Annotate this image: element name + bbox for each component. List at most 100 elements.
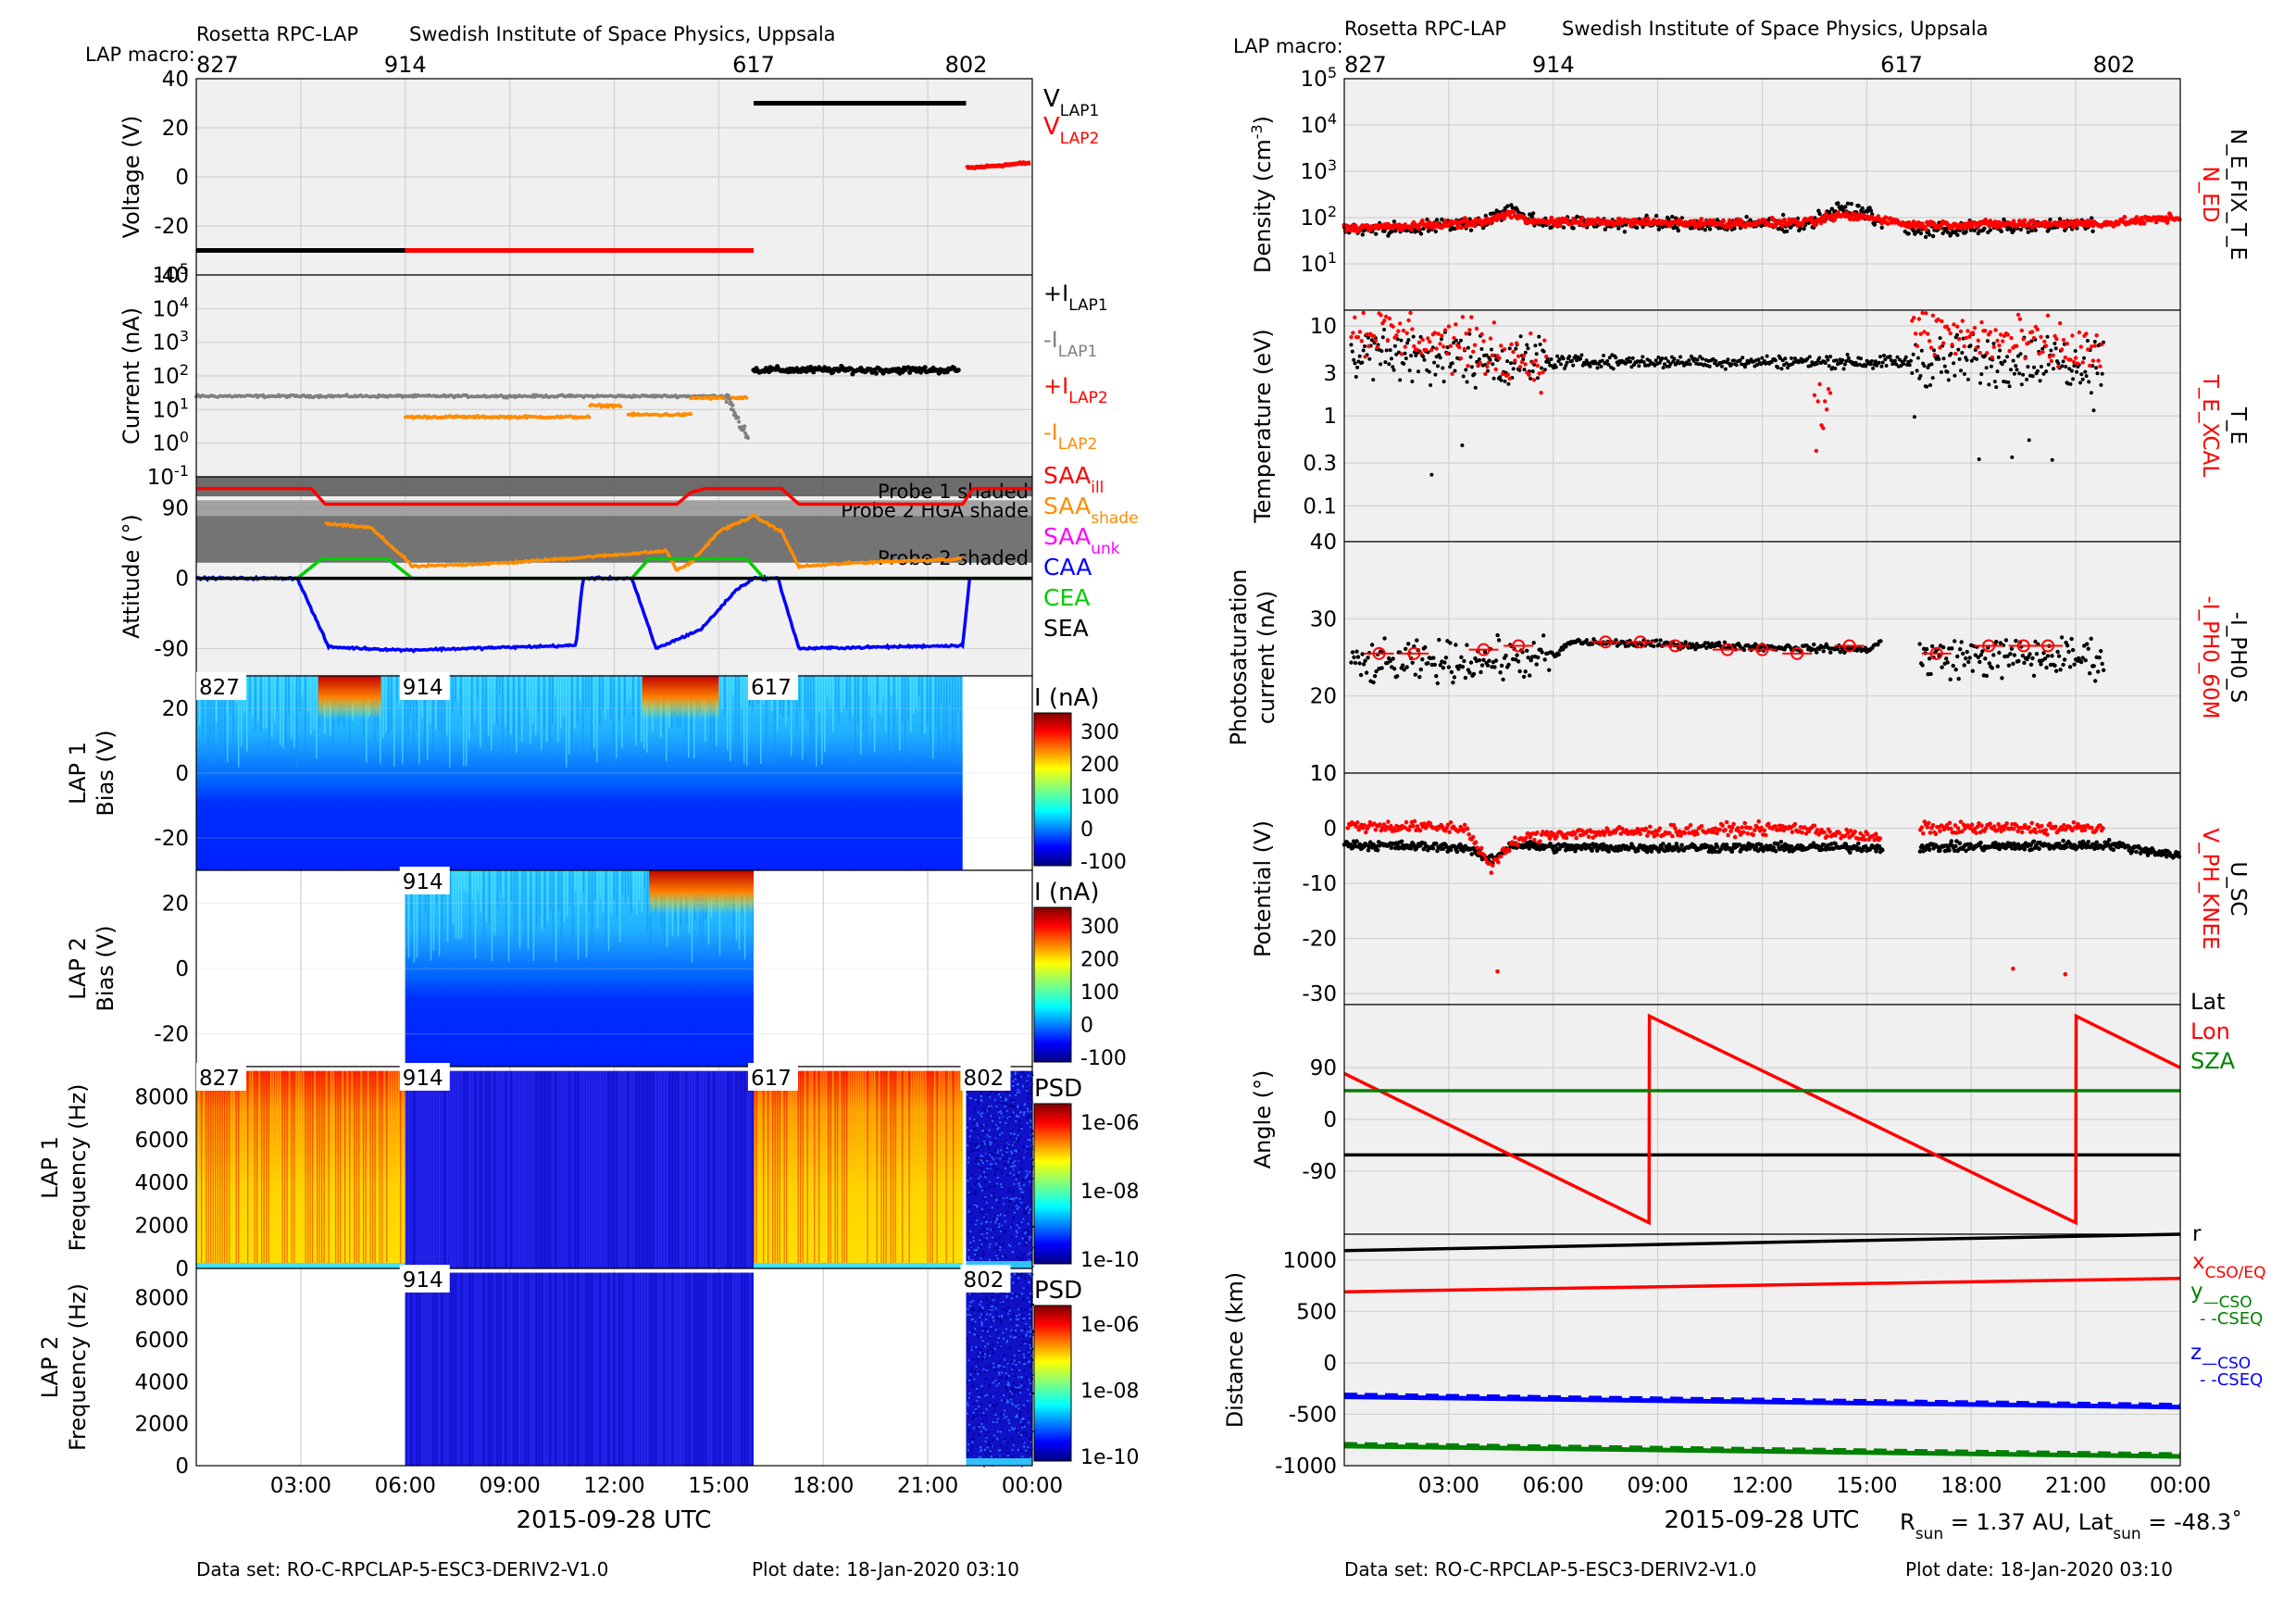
data-point [1588, 364, 1592, 369]
left-plotdate: Plot date: 18-Jan-2020 03:10 [752, 1558, 1019, 1580]
psd-noise-dot [1000, 1376, 1003, 1379]
psd-noise-dot [983, 1383, 986, 1386]
psd-noise-streak [682, 1070, 684, 1268]
psd-noise-dot [1012, 1189, 1015, 1192]
colorbar-tick: -100 [1080, 851, 1127, 874]
psd-noise-dot [1021, 1193, 1024, 1195]
psd-noise-streak [605, 1272, 606, 1466]
psd-noise-dot [1031, 1265, 1034, 1268]
psd-noise-streak [618, 1070, 620, 1268]
psd-noise-dot [995, 1218, 998, 1221]
psd-noise-dot [970, 1213, 973, 1216]
psd-noise-dot [1029, 1292, 1032, 1294]
heatmap-streak [802, 676, 804, 760]
psd-noise-dot [1025, 1243, 1028, 1246]
psd-noise-dot [975, 1444, 978, 1447]
psd-noise-dot [1026, 1173, 1029, 1176]
psd-noise-dot [995, 1243, 998, 1245]
data-point [1433, 372, 1438, 377]
psd-noise-dot [1026, 1379, 1029, 1381]
psd-streak [837, 1070, 839, 1268]
psd-noise-dot [984, 1379, 987, 1381]
data-point [1434, 218, 1440, 222]
heatmap-streak [571, 870, 574, 956]
heatmap-streak [774, 676, 776, 765]
psd-noise-dot [968, 1096, 971, 1099]
psd-noise-streak [446, 1070, 448, 1268]
psd-streak [286, 1070, 288, 1268]
psd-streak [843, 1070, 845, 1268]
psd-noise-streak [641, 1070, 643, 1268]
psd-noise-dot [980, 1124, 983, 1127]
macro-box-label: 914 [403, 676, 443, 700]
data-point [1555, 354, 1560, 358]
psd-noise-streak [580, 1272, 581, 1466]
legend-entry: -ILAP1 [1043, 327, 1097, 361]
psd-noise-dot [999, 1430, 1002, 1433]
data-point [1670, 214, 1675, 219]
psd-noise-dot [975, 1156, 978, 1159]
heatmap-streak [899, 676, 901, 751]
data-point [1529, 214, 1535, 219]
psd-noise-dot [1006, 1340, 1009, 1343]
psd-noise-dot [1011, 1223, 1014, 1226]
psd-noise-dot [980, 1324, 983, 1327]
y-tick-label: 0 [175, 957, 189, 981]
data-point [1703, 228, 1708, 232]
psd-noise-dot [970, 1396, 973, 1399]
psd-noise-dot [1025, 1229, 1028, 1231]
x-tick-label: 09:00 [479, 1474, 540, 1498]
y-tick-label: 0 [175, 568, 189, 592]
psd-noise-dot [986, 1220, 989, 1223]
colorbar-tick: 1e-06 [1080, 1112, 1139, 1135]
psd-noise-dot [975, 1408, 978, 1411]
psd-noise-streak [613, 1272, 615, 1466]
psd-noise-dot [1027, 1404, 1029, 1406]
psd-streak [853, 1070, 855, 1268]
psd-noise-dot [1013, 1330, 1016, 1333]
psd-noise-dot [1002, 1331, 1004, 1334]
data-point [1868, 208, 1874, 213]
psd-noise-dot [1005, 1255, 1008, 1258]
psd-hot-region [754, 1070, 963, 1268]
data-point [2022, 218, 2028, 223]
psd-noise-streak [407, 1272, 409, 1466]
psd-noise-dot [971, 1318, 974, 1320]
psd-streak [869, 1070, 871, 1268]
psd-streak [270, 1070, 272, 1268]
psd-noise-dot [1013, 1336, 1016, 1339]
heatmap-streak [574, 870, 577, 891]
y-tick-label: 102 [153, 361, 189, 390]
psd-noise-dot [997, 1364, 1000, 1367]
psd-streak [955, 1070, 956, 1268]
psd-noise-dot [989, 1306, 992, 1309]
psd-streak [862, 1070, 864, 1268]
psd-noise-dot [1029, 1393, 1031, 1396]
data-point [1390, 230, 1394, 234]
psd-noise-dot [1020, 1111, 1023, 1114]
psd-noise-dot [986, 1430, 989, 1433]
data-point [1732, 358, 1736, 363]
psd-streak [818, 1070, 820, 1268]
data-point [1575, 214, 1579, 219]
shade-label: Probe 1 shaded [878, 481, 1029, 503]
psd-noise-region [966, 1070, 1032, 1268]
heatmap-streak [435, 676, 437, 730]
psd-noise-dot [1015, 1235, 1017, 1238]
psd-noise-dot [1012, 1106, 1015, 1109]
heatmap-streak [405, 870, 407, 939]
psd-noise-streak [738, 1070, 740, 1268]
psd-noise-dot [980, 1246, 982, 1249]
heatmap-streak [635, 676, 637, 746]
psd-noise-streak [707, 1070, 709, 1268]
psd-noise-streak [618, 1272, 620, 1466]
psd-noise-dot [969, 1376, 972, 1379]
psd-noise-dot [980, 1091, 982, 1093]
data-point [1721, 219, 1726, 224]
heatmap-streak [902, 676, 904, 722]
psd-noise-dot [1006, 1442, 1009, 1444]
psd-noise-streak [660, 1070, 662, 1268]
heatmap-streak [416, 676, 418, 731]
psd-noise-streak [438, 1272, 440, 1466]
y-tick-label: 4000 [134, 1171, 189, 1195]
